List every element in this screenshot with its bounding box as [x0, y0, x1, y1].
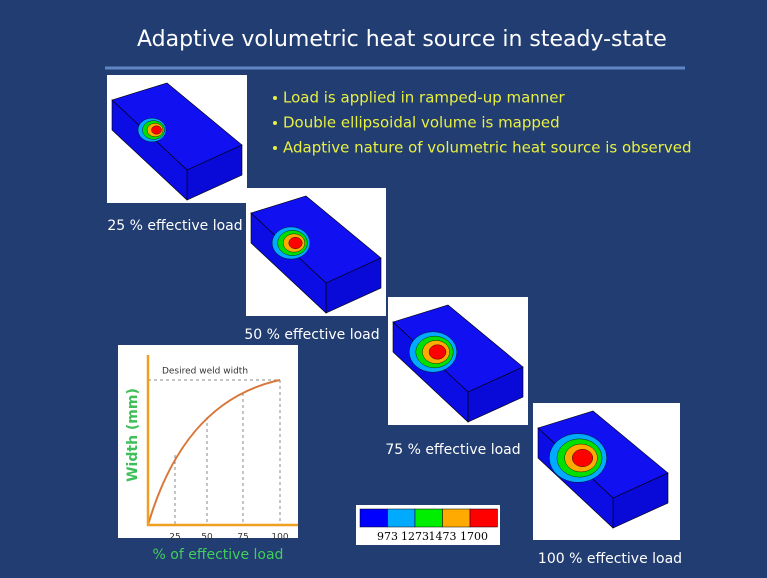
annotation: Desired weld width [162, 367, 248, 377]
bullet-text: Adaptive nature of volumetric heat sourc… [283, 139, 692, 157]
bullet-text: Load is applied in ramped-up manner [283, 89, 566, 107]
slide-title: Adaptive volumetric heat source in stead… [137, 27, 667, 52]
heat-zone [572, 449, 593, 466]
colorbar-swatch [388, 509, 416, 527]
x-tick-label: 50 [201, 533, 213, 543]
colorbar-label: 973 [377, 530, 398, 543]
x-tick-label: 100 [271, 533, 288, 543]
bullet-text: Double ellipsoidal volume is mapped [283, 114, 560, 132]
panel-caption: 100 % effective load [538, 551, 682, 567]
colorbar-label: 1700 [460, 530, 488, 543]
panel-caption: 50 % effective load [244, 327, 379, 343]
colorbar-swatch [443, 509, 471, 527]
heat-zone [429, 345, 446, 359]
bullet-dot [273, 121, 277, 125]
colorbar-swatch [415, 509, 443, 527]
x-tick-label: 25 [169, 533, 180, 543]
panel-caption: 75 % effective load [385, 442, 520, 458]
bullet-dot [273, 96, 277, 100]
slide: Adaptive volumetric heat source in stead… [0, 0, 767, 578]
page: {"title": "Adaptive volumetric heat sour… [0, 0, 767, 578]
colorbar-swatch [470, 509, 498, 527]
heat-zone [289, 237, 303, 248]
colorbar-label: 1273 [401, 530, 429, 543]
bullet-dot [273, 146, 277, 150]
colorbar-label: 1473 [429, 530, 457, 543]
colorbar-swatch [360, 509, 388, 527]
x-tick-label: 75 [237, 533, 248, 543]
x-axis-label: % of effective load [153, 547, 284, 563]
y-axis-label: Width (mm) [125, 388, 141, 482]
heat-zone [152, 126, 162, 135]
panel-caption: 25 % effective load [107, 218, 242, 234]
